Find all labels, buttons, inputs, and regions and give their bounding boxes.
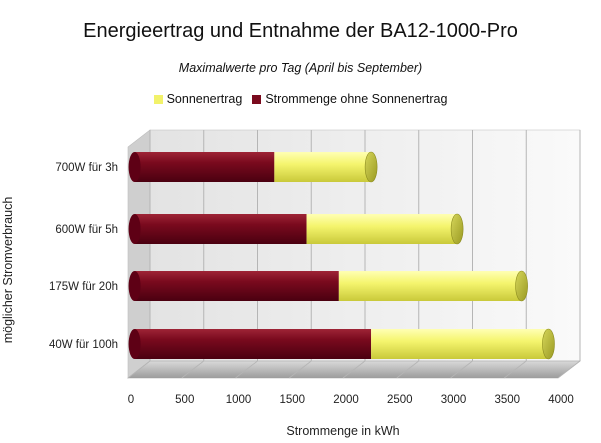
floor-gridline bbox=[396, 360, 419, 379]
bar-cap-start bbox=[128, 329, 141, 359]
bar-cap-end bbox=[515, 270, 528, 302]
legend-item-sonnenertrag: Sonnenertrag bbox=[153, 92, 243, 106]
floor-gridline bbox=[450, 360, 473, 379]
plot-background bbox=[127, 129, 581, 379]
bar-segment-strommenge bbox=[134, 271, 339, 301]
bar-group bbox=[128, 213, 464, 245]
bar-cap-end bbox=[542, 328, 555, 360]
x-axis-label: Strommenge in kWh bbox=[286, 424, 399, 438]
x-tick-label: 3500 bbox=[494, 394, 520, 406]
x-tick-label: 3000 bbox=[441, 394, 467, 406]
x-tick-label: 2000 bbox=[333, 394, 359, 406]
bar-segment-strommenge bbox=[134, 152, 275, 182]
floor-gridline bbox=[557, 360, 581, 379]
bar-segment-strommenge bbox=[134, 329, 372, 359]
bar-segment-sonnenertrag bbox=[306, 214, 458, 244]
bar-cap-end bbox=[450, 213, 464, 245]
x-axis-ticks: 0 500 1000 1500 2000 2500 3000 3500 4000 bbox=[128, 394, 574, 406]
y-axis-label: möglicher Stromverbrauch bbox=[1, 197, 15, 344]
x-tick-label: 4000 bbox=[548, 394, 574, 406]
y-category-label: 600W für 5h bbox=[55, 224, 118, 236]
x-tick-label: 1000 bbox=[226, 394, 252, 406]
floor-gridline bbox=[127, 360, 151, 379]
x-tick-label: 0 bbox=[128, 394, 134, 406]
legend-swatch-sonnenertrag bbox=[153, 94, 163, 104]
bars-layer bbox=[128, 151, 555, 360]
floor-gridline bbox=[181, 360, 204, 379]
bar-segment-strommenge bbox=[134, 214, 307, 244]
bar-group bbox=[128, 270, 528, 302]
legend-label-strommenge: Strommenge ohne Sonnenertrag bbox=[265, 92, 448, 106]
chart-title: Energieertrag und Entnahme der BA12-1000… bbox=[83, 20, 518, 42]
floor-gridline bbox=[342, 360, 366, 379]
bar-group bbox=[128, 328, 555, 360]
chart-legend: Sonnenertrag Strommenge ohne Sonnenertra… bbox=[0, 92, 601, 106]
x-tick-label: 500 bbox=[175, 394, 194, 406]
x-tick-label: 1500 bbox=[279, 394, 305, 406]
bar-cap-end bbox=[364, 151, 378, 183]
y-category-label: 40W für 100h bbox=[49, 339, 118, 351]
x-tick-label: 2500 bbox=[387, 394, 413, 406]
floor-gridline bbox=[289, 360, 312, 379]
floor-gridline bbox=[504, 360, 527, 379]
chart-subtitle: Maximalwerte pro Tag (April bis Septembe… bbox=[178, 61, 423, 75]
y-category-label: 700W für 3h bbox=[55, 162, 118, 174]
y-axis-categories: 700W für 3h 600W für 5h 175W für 20h 40W fü… bbox=[49, 162, 118, 351]
bar-cap-start bbox=[128, 152, 141, 182]
bar-group bbox=[128, 151, 378, 183]
floor-gridline bbox=[235, 360, 258, 379]
legend-swatch-strommenge bbox=[252, 94, 262, 104]
y-category-label: 175W für 20h bbox=[49, 281, 118, 293]
bar-segment-sonnenertrag bbox=[371, 329, 549, 359]
bar-cap-start bbox=[128, 271, 141, 301]
legend-item-strommenge: Strommenge ohne Sonnenertrag bbox=[252, 92, 447, 106]
bar-segment-sonnenertrag bbox=[338, 271, 522, 301]
bar-cap-start bbox=[128, 214, 141, 244]
bar-segment-sonnenertrag bbox=[274, 152, 372, 182]
legend-label-sonnenertrag: Sonnenertrag bbox=[166, 92, 243, 106]
